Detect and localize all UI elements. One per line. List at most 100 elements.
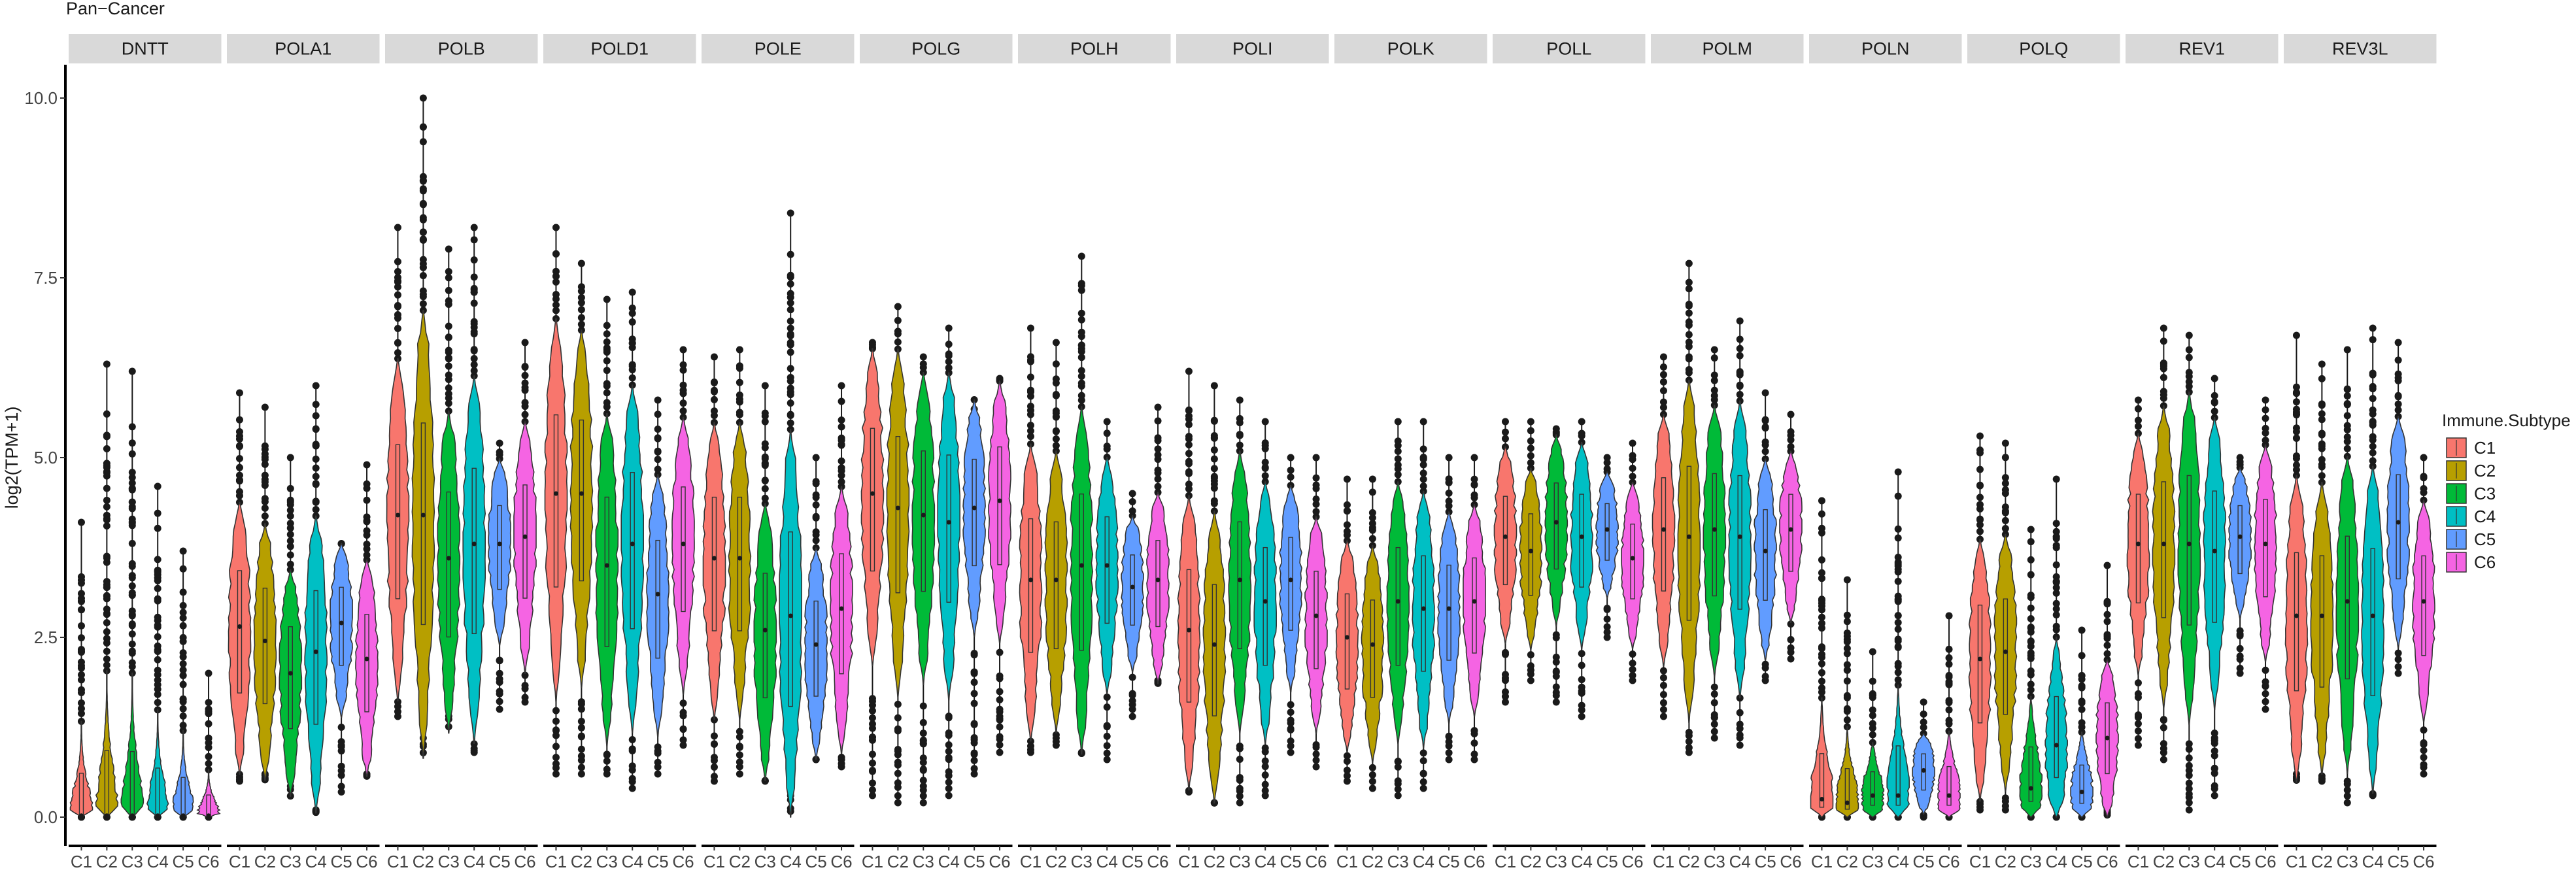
- violin-pola1-c2: [253, 523, 277, 781]
- panel-polg: POLG C1 C2 C3 C4 C5 C6: [860, 34, 1013, 871]
- box-iqr: [2079, 764, 2084, 804]
- median-point: [1712, 527, 1717, 532]
- box-iqr: [1788, 494, 1793, 572]
- box-iqr: [1870, 771, 1875, 806]
- median-point: [604, 563, 609, 568]
- x-tick-label: C1: [1969, 852, 1991, 871]
- box-iqr: [1921, 753, 1926, 791]
- median-point: [2319, 613, 2324, 618]
- median-point: [420, 513, 426, 518]
- facet-strip-label: POLB: [438, 39, 485, 59]
- box-iqr: [1028, 518, 1034, 653]
- box-iqr: [1079, 494, 1084, 651]
- facet-strip: [1967, 34, 2120, 63]
- median-point: [839, 606, 844, 611]
- x-tick-label: C1: [1653, 852, 1674, 871]
- box-iqr: [471, 467, 477, 635]
- median-point: [2294, 613, 2299, 618]
- panel-pold1: POLD1 C1 C2 C3 C4 C5 C6: [543, 34, 696, 871]
- box-iqr: [1528, 513, 1534, 596]
- violin-poln-c4: [1886, 684, 1910, 818]
- x-tick-label: C4: [1888, 852, 1909, 871]
- facet-strip: [2126, 34, 2279, 63]
- x-tick-label: C4: [2046, 852, 2067, 871]
- box-iqr: [1344, 593, 1350, 690]
- median-point: [339, 620, 344, 626]
- median-point: [155, 813, 160, 818]
- y-tick-label: 0.0: [34, 807, 58, 827]
- box-iqr: [339, 586, 344, 666]
- violin-polk-c6: [1463, 504, 1486, 717]
- box-iqr: [1421, 555, 1426, 672]
- violin-poln-c3: [1861, 742, 1885, 818]
- violin-polk-c2: [1361, 545, 1385, 763]
- median-point: [1130, 584, 1135, 590]
- x-tick-label: C6: [2096, 852, 2118, 871]
- x-tick-label: C1: [2127, 852, 2149, 871]
- box-iqr: [1186, 569, 1192, 703]
- outlier-points: [1976, 432, 1984, 814]
- x-tick-label: C6: [1780, 852, 1801, 871]
- box-iqr: [2186, 475, 2192, 626]
- median-point: [1819, 797, 1824, 801]
- box-iqr: [972, 458, 977, 567]
- violin-rev1-c5: [2228, 467, 2252, 620]
- x-tick-label: C2: [413, 852, 434, 871]
- box-iqr: [1737, 475, 1742, 610]
- box-iqr: [1763, 509, 1768, 601]
- panel-pole: POLE C1 C2 C3 C4 C5 C6: [702, 34, 855, 871]
- outlier-points: [1261, 418, 1269, 799]
- violin-polg-c5: [962, 399, 986, 637]
- median-point: [2135, 541, 2141, 546]
- plot-title: Pan−Cancer: [66, 0, 165, 18]
- x-tick-label: C2: [1045, 852, 1067, 871]
- x-tick-label: C4: [938, 852, 960, 871]
- violin-polq-c4: [2044, 636, 2069, 818]
- legend-label-c3: C3: [2474, 484, 2496, 503]
- median-point: [921, 513, 926, 518]
- median-point: [813, 642, 819, 647]
- x-tick-label: C3: [913, 852, 934, 871]
- x-tick-label: C3: [1546, 852, 1567, 871]
- outlier-points: [235, 389, 243, 785]
- median-point: [870, 491, 875, 496]
- violin-pold1-c3: [595, 412, 619, 747]
- x-tick-label: C3: [1229, 852, 1251, 871]
- outlier-points: [2420, 454, 2428, 778]
- x-tick-label: C2: [887, 852, 909, 871]
- violin-pold1-c5: [646, 474, 669, 737]
- panel-poli: POLI C1 C2 C3 C4 C5 C6: [1176, 34, 1329, 871]
- box-iqr: [1630, 524, 1635, 599]
- violin-rev1-c1: [2126, 433, 2150, 676]
- box-iqr: [1130, 554, 1135, 626]
- median-point: [2161, 541, 2166, 546]
- box-iqr: [2345, 535, 2350, 680]
- violin-rev1-c3: [2177, 391, 2201, 725]
- violin-pola1-c5: [330, 543, 353, 718]
- x-tick-label: C4: [147, 852, 169, 871]
- x-tick-label: C3: [280, 852, 301, 871]
- x-tick-label: C2: [254, 852, 276, 871]
- x-tick-label: C2: [1995, 852, 2016, 871]
- median-point: [471, 541, 477, 546]
- facet-strip-label: REV3L: [2332, 39, 2388, 59]
- x-tick-label: C6: [672, 852, 694, 871]
- median-point: [1421, 606, 1426, 611]
- box-iqr: [395, 444, 401, 599]
- violin-poll-c6: [1621, 482, 1644, 649]
- violin-polm-c2: [1677, 379, 1701, 723]
- violin-polm-c3: [1703, 405, 1727, 678]
- x-tick-label: C1: [1178, 852, 1200, 871]
- box-iqr: [655, 539, 660, 659]
- facet-strip-label: POLI: [1232, 39, 1273, 59]
- box-iqr: [1844, 768, 1850, 810]
- violin-polh-c1: [1019, 443, 1043, 742]
- box-iqr: [1104, 516, 1110, 624]
- x-tick-label: C6: [1463, 852, 1485, 871]
- median-point: [1313, 613, 1319, 618]
- violin-rev1-c6: [2254, 444, 2277, 662]
- box-iqr: [681, 486, 686, 613]
- x-tick-label: C2: [1520, 852, 1542, 871]
- violin-pola1-c4: [304, 515, 328, 814]
